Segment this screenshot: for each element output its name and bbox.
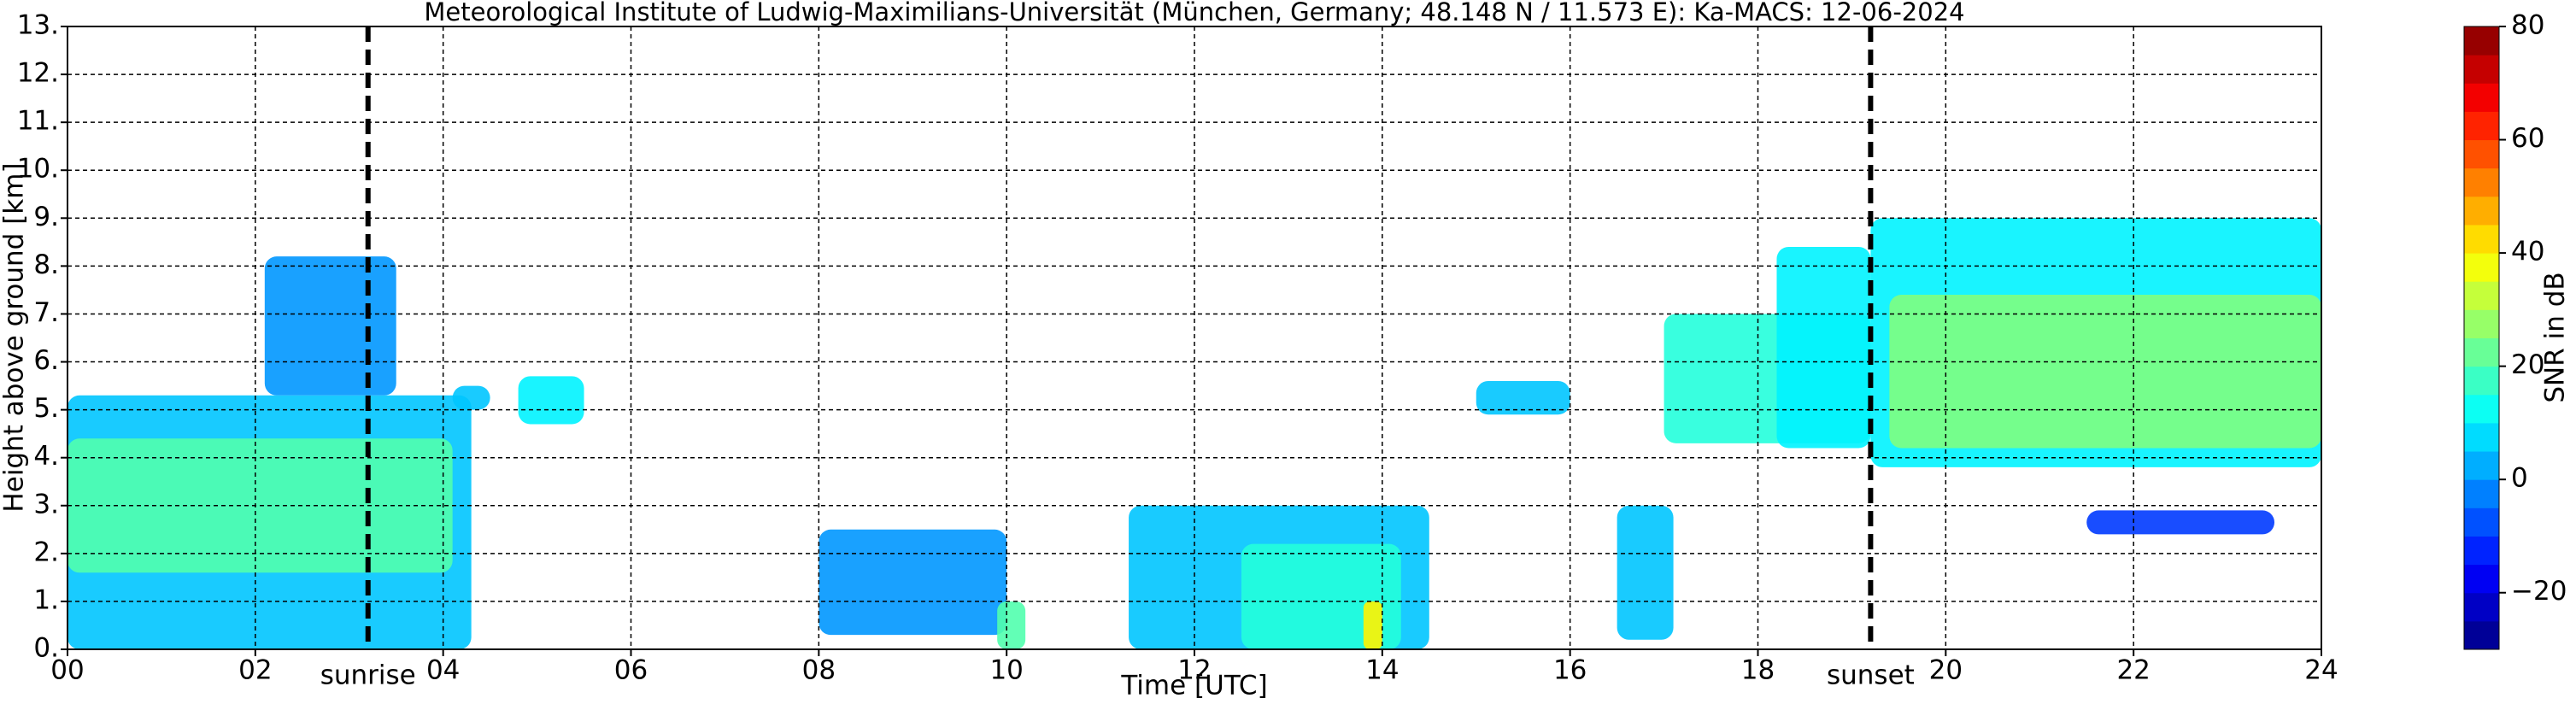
colorbar-level bbox=[2464, 592, 2499, 622]
y-tick-label: 9. bbox=[33, 202, 59, 232]
y-tick-label: 6. bbox=[33, 345, 59, 376]
colorbar-label: SNR in dB bbox=[2540, 272, 2571, 402]
radar-echo bbox=[1889, 295, 2321, 449]
colorbar-level bbox=[2464, 55, 2499, 84]
x-tick-label: 20 bbox=[1929, 655, 1963, 686]
colorbar-level bbox=[2464, 196, 2499, 226]
x-tick-label: 00 bbox=[50, 655, 84, 686]
y-axis-label: Height above ground [km] bbox=[0, 162, 30, 512]
x-tick-label: 06 bbox=[614, 655, 648, 686]
colorbar-level bbox=[2464, 83, 2499, 112]
colorbar-level bbox=[2464, 451, 2499, 480]
plot-frame bbox=[67, 26, 2322, 650]
colorbar-level bbox=[2464, 394, 2499, 424]
y-tick-label: 2. bbox=[33, 537, 59, 567]
x-tick-label: 16 bbox=[1553, 655, 1587, 686]
chart-title: Meteorological Institute of Ludwig-Maxim… bbox=[424, 0, 1964, 26]
radar-echo bbox=[264, 256, 396, 396]
y-tick-label: 8. bbox=[33, 249, 59, 280]
colorbar-level bbox=[2464, 536, 2499, 566]
y-tick-label: 4. bbox=[33, 441, 59, 472]
colorbar-level bbox=[2464, 337, 2499, 367]
radar-echo bbox=[997, 601, 1026, 649]
y-tick-label: 3. bbox=[33, 489, 59, 519]
y-tick-label: 1. bbox=[33, 584, 59, 615]
colorbar-level bbox=[2464, 507, 2499, 537]
colorbar-tick-label: 20 bbox=[2511, 349, 2544, 380]
colorbar-level bbox=[2464, 111, 2499, 141]
y-tick-label: 13. bbox=[17, 10, 59, 41]
x-tick-label: 12 bbox=[1177, 655, 1211, 686]
colorbar-tick-label: 0 bbox=[2511, 463, 2528, 494]
y-tick-label: 5. bbox=[33, 393, 59, 424]
colorbar-tick-label: 80 bbox=[2511, 10, 2544, 41]
radar-echo bbox=[518, 376, 584, 425]
colorbar-level bbox=[2464, 139, 2499, 169]
radar-echo bbox=[1241, 543, 1401, 649]
radar-echo bbox=[819, 529, 1007, 636]
y-tick-label: 11. bbox=[17, 106, 59, 137]
colorbar-level bbox=[2464, 281, 2499, 310]
x-tick-label: 02 bbox=[238, 655, 272, 686]
x-tick-label: 18 bbox=[1741, 655, 1775, 686]
x-tick-label: 04 bbox=[426, 655, 460, 686]
radar-echo bbox=[1363, 601, 1382, 649]
annotation-label: sunset bbox=[1827, 660, 1915, 691]
x-tick-label: 10 bbox=[989, 655, 1023, 686]
radar-echo bbox=[1617, 505, 1674, 640]
y-tick-label: 0. bbox=[33, 633, 59, 664]
colorbar-tick-label: −20 bbox=[2511, 576, 2567, 607]
x-tick-label: 22 bbox=[2116, 655, 2150, 686]
colorbar-tick-label: 40 bbox=[2511, 237, 2544, 267]
colorbar-level bbox=[2464, 564, 2499, 594]
x-tick-label: 24 bbox=[2304, 655, 2338, 686]
colorbar-tick-label: 60 bbox=[2511, 123, 2544, 154]
radar-echo bbox=[452, 385, 490, 410]
y-tick-label: 7. bbox=[33, 297, 59, 328]
x-axis-label: Time [UTC] bbox=[1120, 671, 1267, 701]
colorbar-level bbox=[2464, 253, 2499, 282]
colorbar-level bbox=[2464, 366, 2499, 396]
colorbar-frame bbox=[2463, 26, 2500, 650]
colorbar-level bbox=[2464, 422, 2499, 452]
radar-echo bbox=[1476, 380, 1570, 415]
colorbar-level bbox=[2464, 309, 2499, 338]
colorbar-level bbox=[2464, 479, 2499, 508]
x-tick-label: 14 bbox=[1365, 655, 1399, 686]
colorbar-level bbox=[2464, 167, 2499, 197]
x-tick-label: 08 bbox=[802, 655, 836, 686]
colorbar-level bbox=[2464, 224, 2499, 254]
colorbar-level bbox=[2464, 620, 2499, 650]
radar-echo bbox=[1776, 246, 1871, 449]
radar-echo bbox=[2086, 510, 2275, 535]
y-tick-label: 10. bbox=[17, 154, 59, 185]
annotation-label: sunrise bbox=[320, 660, 416, 691]
y-tick-label: 12. bbox=[17, 58, 59, 89]
colorbar-level bbox=[2464, 26, 2499, 56]
